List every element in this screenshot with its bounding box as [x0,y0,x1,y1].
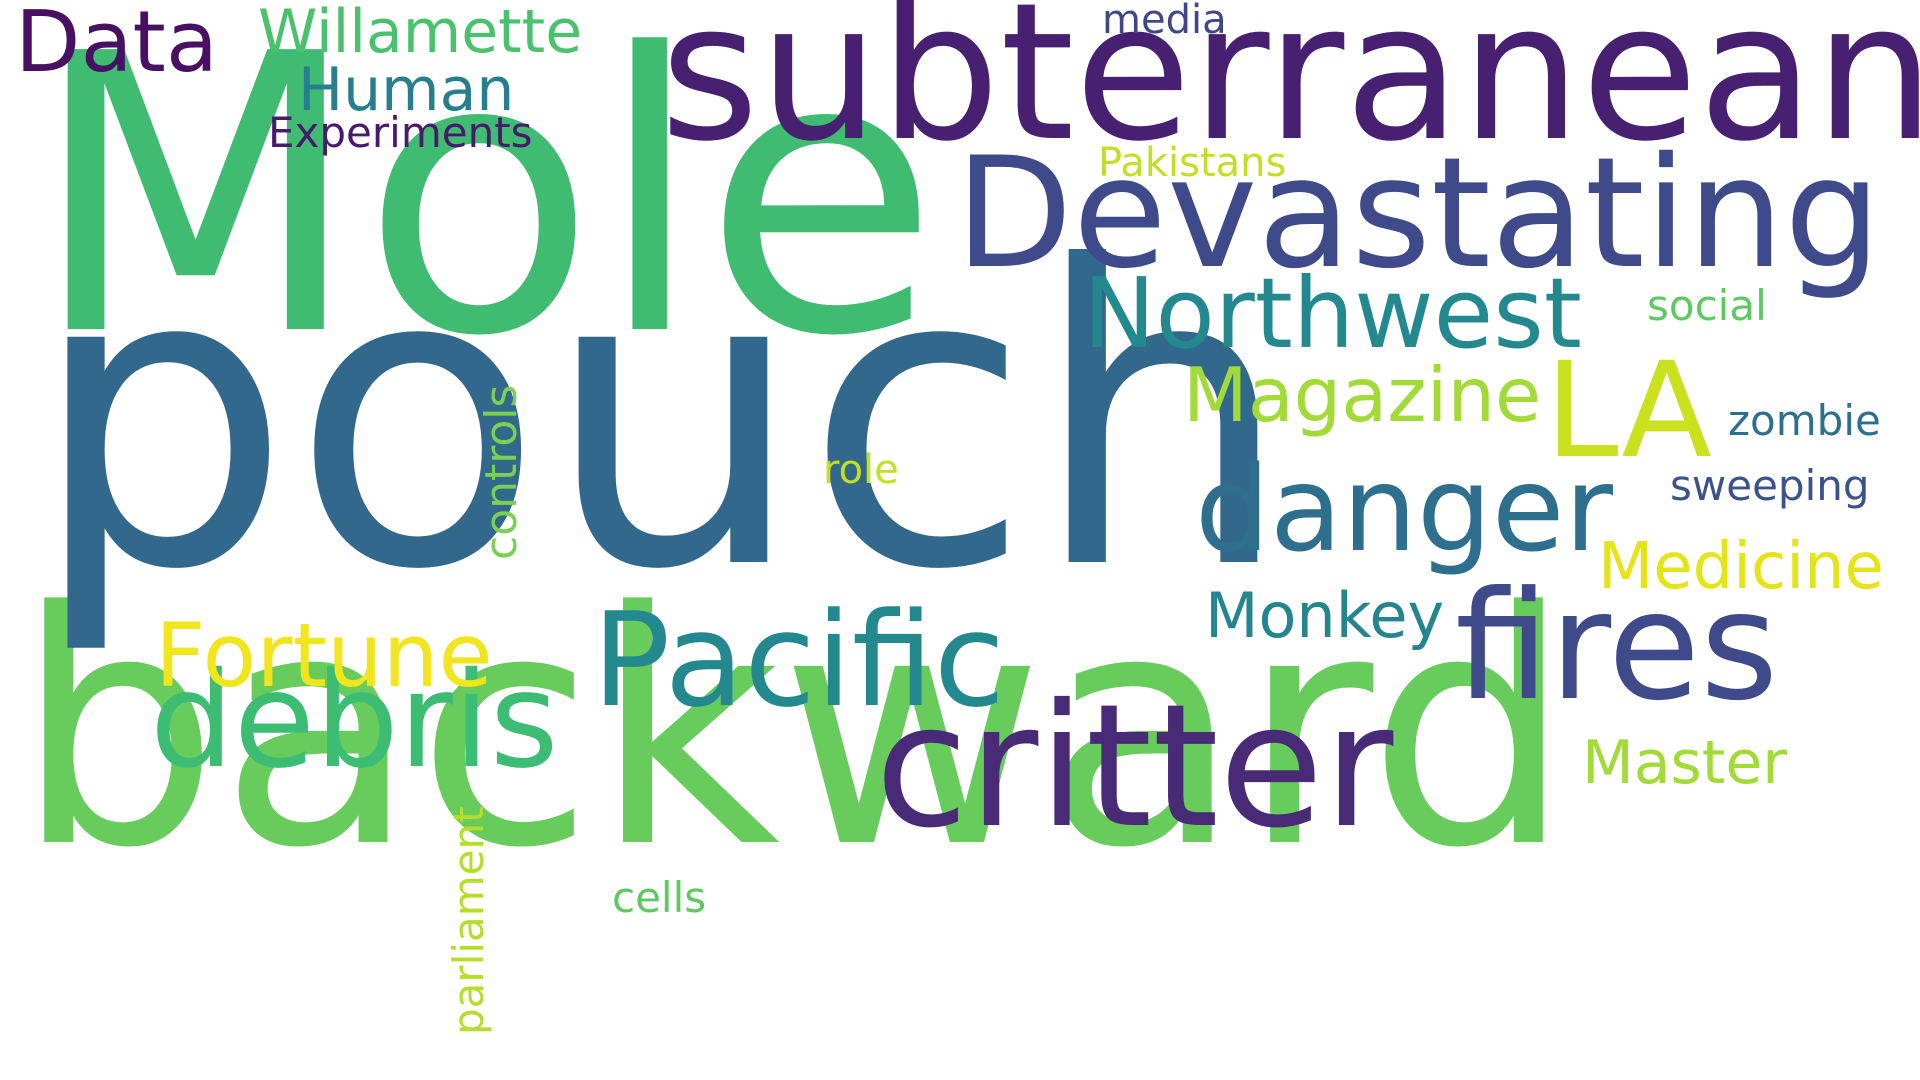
word-parliament: parliament [444,806,493,1035]
word-zombie: zombie [1728,396,1881,445]
word-experiments: Experiments [268,108,533,157]
word-magazine: Magazine [1183,351,1542,439]
word-fortune: Fortune [155,604,493,707]
word-danger: danger [1195,440,1614,578]
word-social: social [1647,281,1767,330]
word-controls: controls [476,384,527,560]
word-la: LA [1545,334,1712,488]
word-cells: cells [612,873,707,922]
word-human: Human [298,55,515,125]
word-master: Master [1582,728,1787,798]
word-critter: critter [875,668,1394,866]
word-medicine: Medicine [1598,530,1884,604]
word-willamette: Willamette [258,0,583,67]
word-media: media [1102,0,1227,43]
word-subterranean: subterranean [660,0,1920,183]
word-fires: fires [1455,560,1779,734]
word-sweeping: sweeping [1670,461,1870,510]
word-backward: backward [15,543,1573,918]
word-monkey: Monkey [1205,579,1445,652]
word-mole: Mole [30,0,940,420]
word-pacific: Pacific [592,584,1006,736]
word-data: Data [15,0,218,92]
word-role: role [823,447,899,493]
word-devastating: Devastating [955,125,1882,303]
word-debris: debris [150,644,559,798]
word-northwest: Northwest [1083,257,1582,370]
word-pouch: pouch [30,181,1293,660]
word-pakistans: Pakistans [1098,140,1287,186]
